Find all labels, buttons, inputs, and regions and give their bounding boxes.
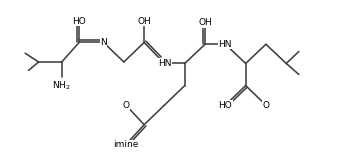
Text: O: O: [263, 101, 270, 110]
Text: NH$_2$: NH$_2$: [53, 79, 71, 92]
Text: N: N: [100, 38, 107, 47]
Text: HN: HN: [158, 59, 171, 68]
Text: HN: HN: [219, 40, 232, 49]
Text: OH: OH: [198, 18, 212, 27]
Text: imine: imine: [113, 140, 139, 149]
Text: OH: OH: [137, 17, 151, 26]
Text: HO: HO: [218, 101, 232, 110]
Text: O: O: [122, 101, 129, 110]
Text: HO: HO: [72, 17, 86, 26]
